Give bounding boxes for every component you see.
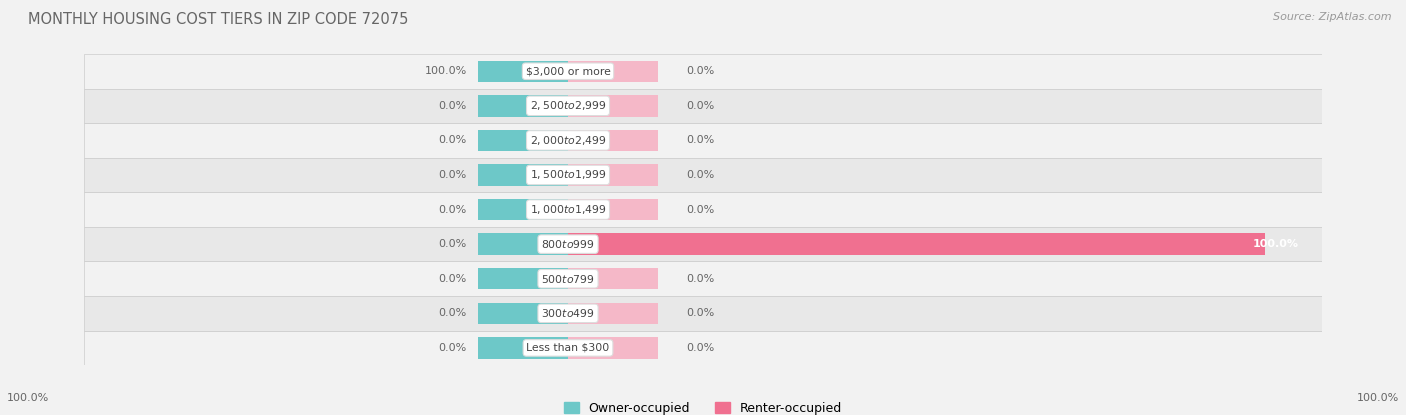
Bar [478,199,568,220]
Text: MONTHLY HOUSING COST TIERS IN ZIP CODE 72075: MONTHLY HOUSING COST TIERS IN ZIP CODE 7… [28,12,409,27]
Text: 100.0%: 100.0% [425,66,467,76]
Bar [84,123,1322,158]
Text: 0.0%: 0.0% [686,205,714,215]
Text: $2,500 to $2,999: $2,500 to $2,999 [530,99,606,112]
Text: 0.0%: 0.0% [439,308,467,318]
Bar [568,164,658,186]
Text: 0.0%: 0.0% [439,205,467,215]
Bar [84,331,1322,365]
Text: 100.0%: 100.0% [7,393,49,403]
Text: 0.0%: 0.0% [686,274,714,284]
Text: $1,000 to $1,499: $1,000 to $1,499 [530,203,606,216]
Bar [84,54,1322,88]
Text: $3,000 or more: $3,000 or more [526,66,610,76]
Text: 0.0%: 0.0% [686,101,714,111]
Text: $500 to $799: $500 to $799 [541,273,595,285]
Text: Less than $300: Less than $300 [526,343,610,353]
Bar [568,337,658,359]
Bar [84,192,1322,227]
Bar [478,61,568,82]
Text: 100.0%: 100.0% [1357,393,1399,403]
Bar [84,88,1322,123]
Bar [84,158,1322,192]
Text: 0.0%: 0.0% [439,101,467,111]
Text: 0.0%: 0.0% [686,135,714,145]
Text: Source: ZipAtlas.com: Source: ZipAtlas.com [1274,12,1392,22]
Text: 0.0%: 0.0% [439,274,467,284]
Bar [478,268,568,290]
Text: $800 to $999: $800 to $999 [541,238,595,250]
Bar [568,130,658,151]
Text: 0.0%: 0.0% [439,135,467,145]
Bar [84,227,1322,261]
Bar [84,261,1322,296]
Text: 0.0%: 0.0% [686,343,714,353]
Text: $300 to $499: $300 to $499 [541,308,595,319]
Text: $2,000 to $2,499: $2,000 to $2,499 [530,134,606,147]
Bar [568,95,658,117]
Bar [568,61,658,82]
Bar [568,233,1265,255]
Text: 0.0%: 0.0% [439,343,467,353]
Bar [478,164,568,186]
Legend: Owner-occupied, Renter-occupied: Owner-occupied, Renter-occupied [564,402,842,415]
Text: 0.0%: 0.0% [439,239,467,249]
Bar [478,337,568,359]
Bar [84,296,1322,331]
Bar [568,199,658,220]
Bar [568,303,658,324]
Text: 0.0%: 0.0% [439,170,467,180]
Text: 0.0%: 0.0% [686,308,714,318]
Text: 100.0%: 100.0% [1253,239,1299,249]
Text: 0.0%: 0.0% [686,66,714,76]
Bar [478,303,568,324]
Bar [478,130,568,151]
Bar [568,268,658,290]
Bar [478,95,568,117]
Text: 0.0%: 0.0% [686,170,714,180]
Text: $1,500 to $1,999: $1,500 to $1,999 [530,168,606,181]
Bar [478,233,568,255]
